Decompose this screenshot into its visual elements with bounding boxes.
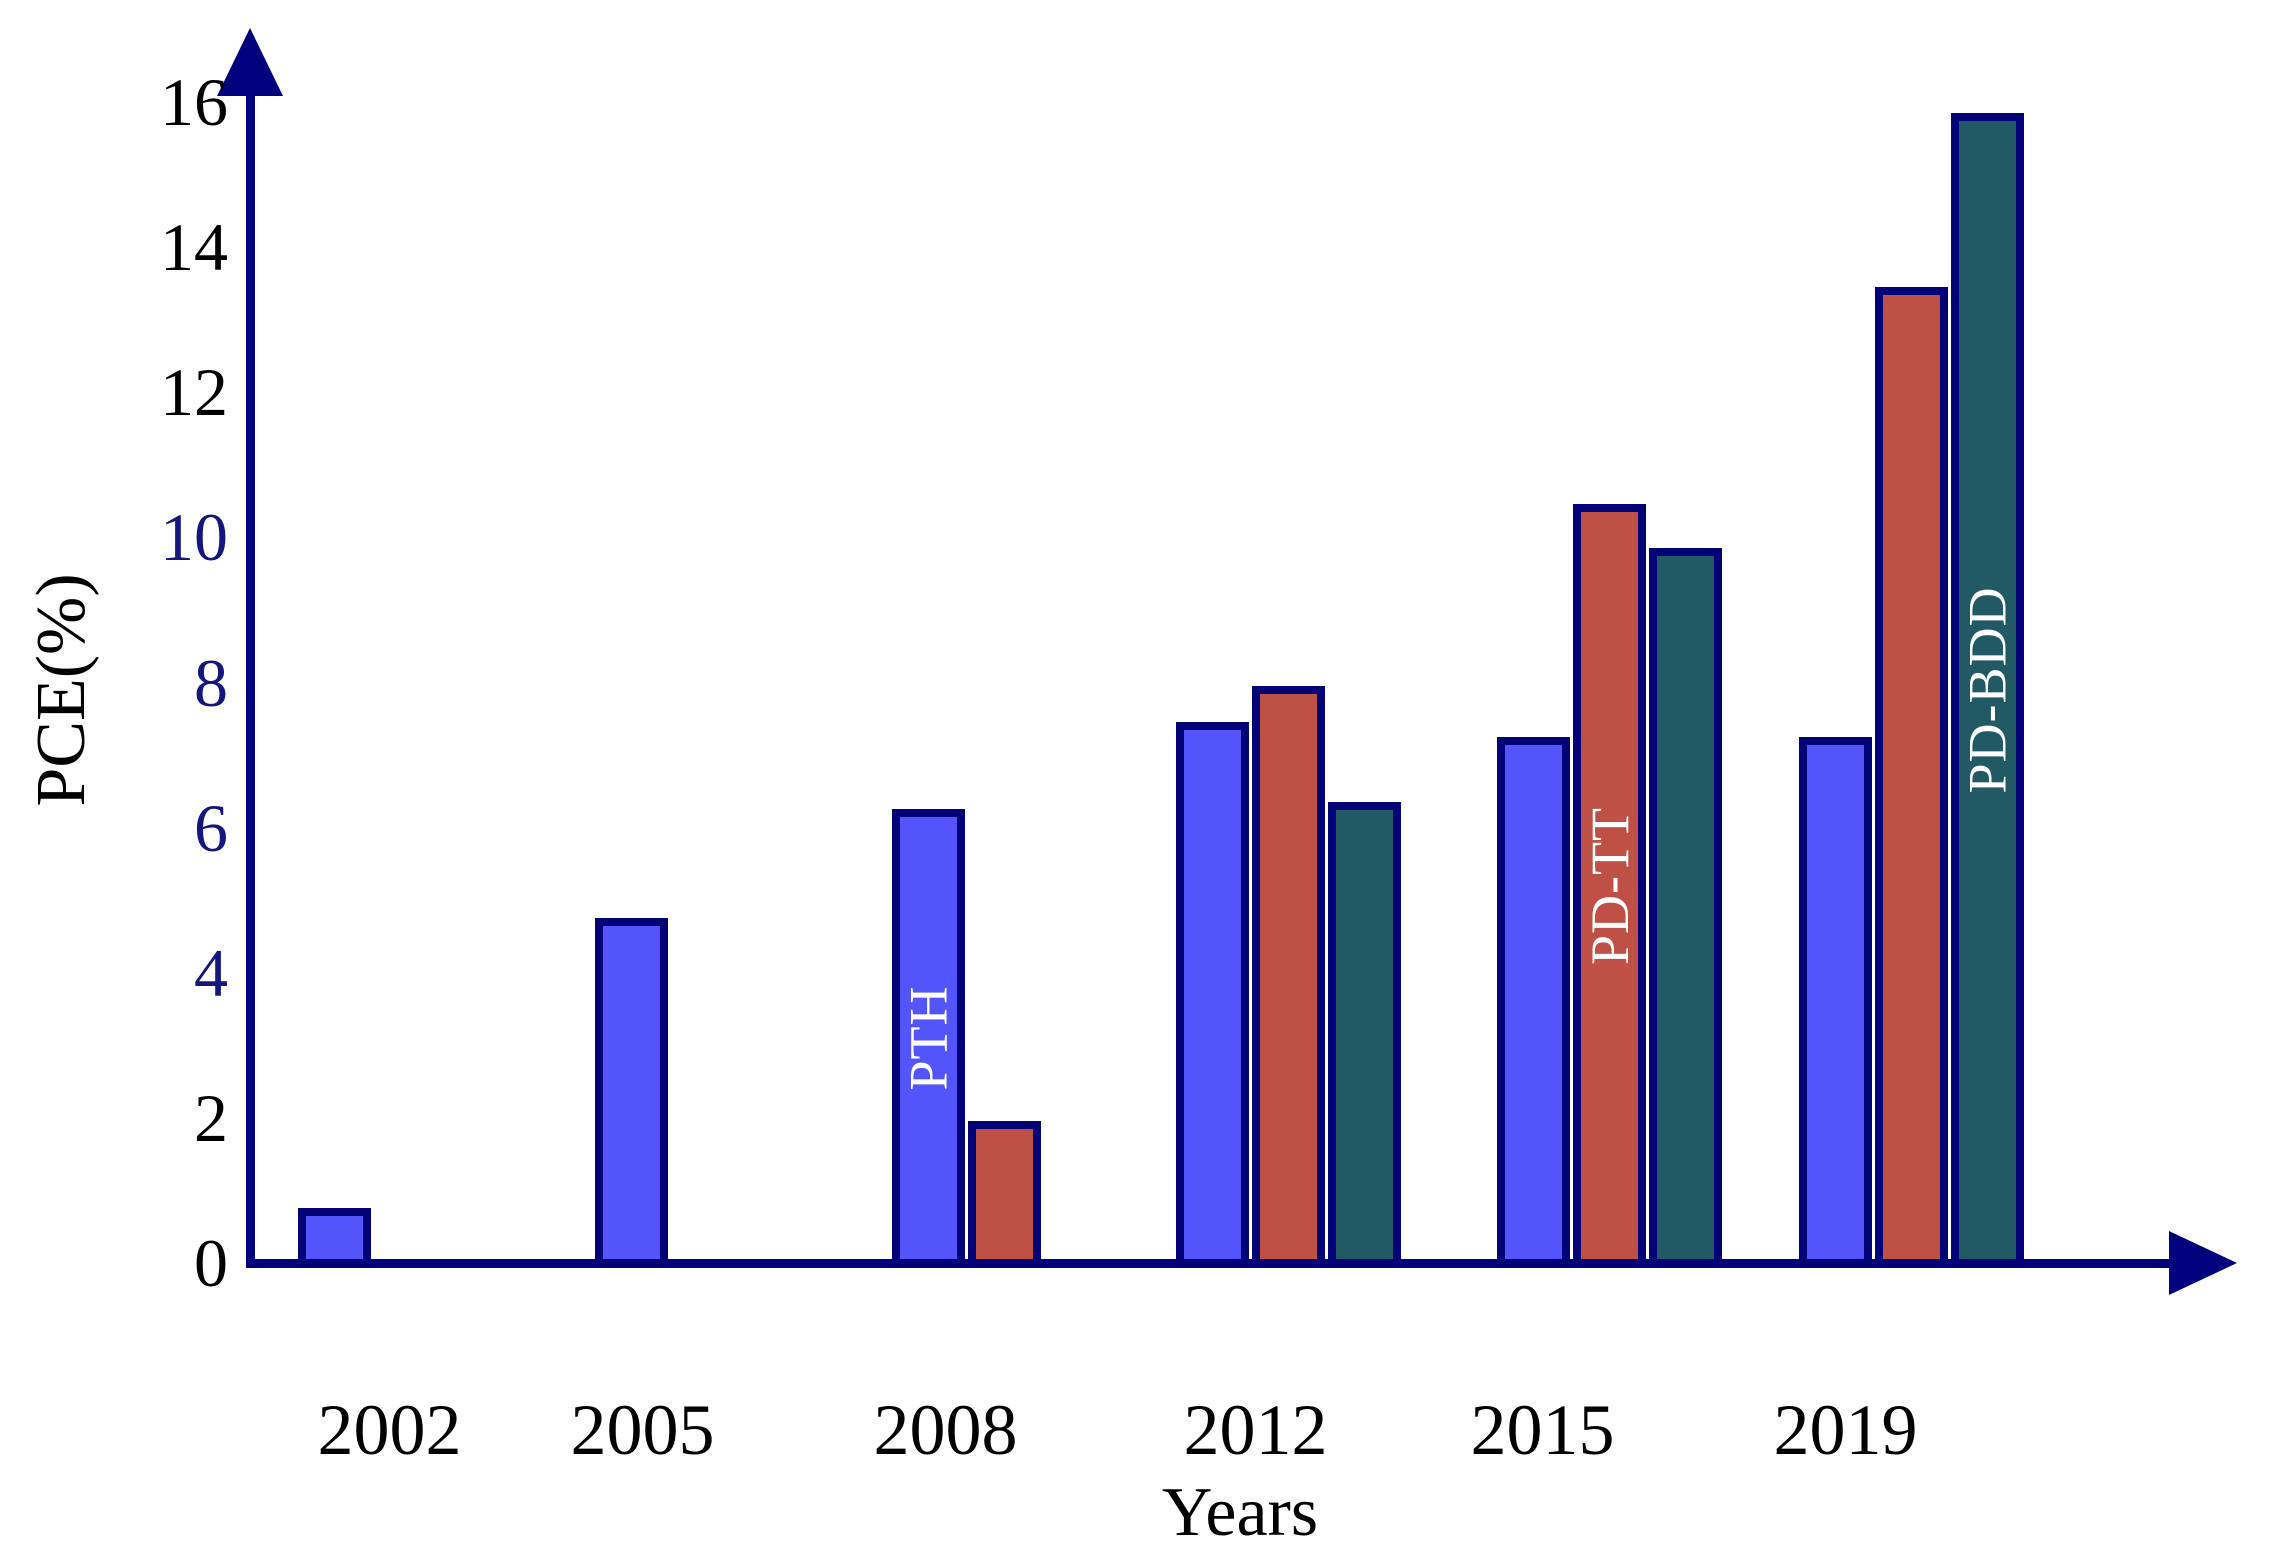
- y-tick-label-8: 8: [194, 644, 228, 721]
- y-axis-arrow-up-icon: [217, 28, 283, 96]
- bar-pth-2012: [1176, 722, 1249, 1267]
- bar-pd-tt-2015: [1573, 504, 1646, 1267]
- y-tick-label-14: 14: [160, 209, 228, 286]
- y-tick-label-0: 0: [194, 1225, 228, 1301]
- y-tick-label-2: 2: [194, 1079, 228, 1156]
- x-category-label-2002: 2002: [317, 1390, 462, 1470]
- bar-pth-2005: [595, 918, 668, 1267]
- x-axis-arrow-right-icon: [2169, 1231, 2237, 1295]
- y-axis-line: [246, 88, 255, 1268]
- bar-pth-2002: [298, 1208, 371, 1267]
- bar-pth-2019: [1799, 737, 1872, 1267]
- bar-pd-tt-2019: [1875, 287, 1948, 1267]
- bar-pd-bdd-2015: [1649, 548, 1722, 1267]
- y-tick-label-12: 12: [160, 354, 228, 431]
- x-category-label-2005: 2005: [570, 1390, 715, 1470]
- y-tick-label-4: 4: [194, 934, 228, 1011]
- bar-pd-tt-2012: [1252, 686, 1325, 1267]
- y-tick-label-6: 6: [194, 789, 228, 866]
- bar-pd-bdd-2019: [1951, 113, 2024, 1267]
- x-axis-title: Years: [1161, 1474, 1319, 1551]
- bar-pd-tt-2008: [968, 1121, 1041, 1267]
- y-axis-title: PCE(%): [23, 573, 100, 807]
- x-category-label-2008: 2008: [873, 1390, 1018, 1470]
- bar-pd-bdd-2012: [1328, 802, 1401, 1267]
- x-category-label-2012: 2012: [1183, 1390, 1328, 1470]
- y-tick-label-16: 16: [160, 64, 228, 140]
- x-category-label-2019: 2019: [1773, 1390, 1918, 1470]
- bar-pth-2008: [892, 809, 965, 1267]
- x-category-label-2015: 2015: [1470, 1390, 1615, 1470]
- y-tick-label-10: 10: [160, 499, 228, 576]
- bar-pth-2015: [1497, 737, 1570, 1267]
